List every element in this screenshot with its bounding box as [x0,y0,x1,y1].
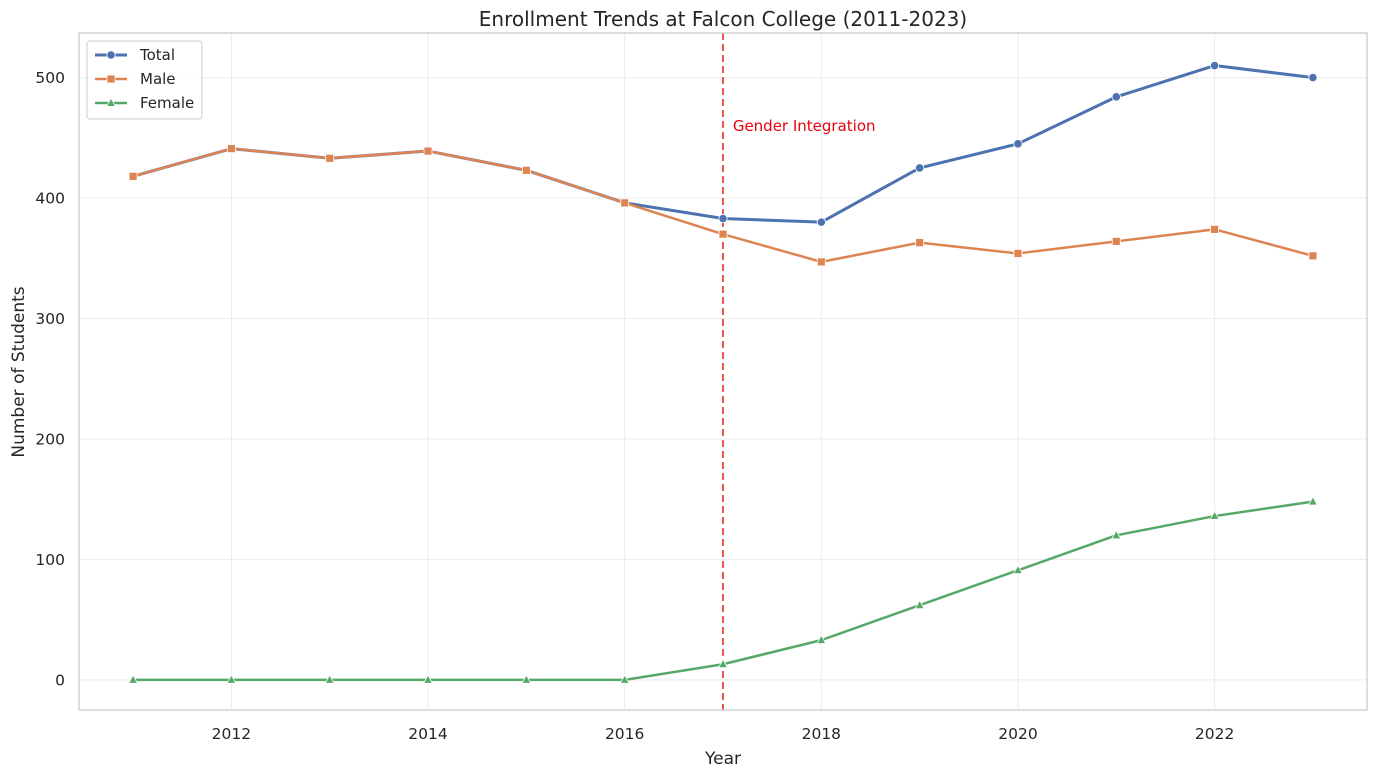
data-point-male [620,198,630,208]
data-point-female [1307,495,1318,506]
data-point-female [128,674,139,684]
data-point-male [1308,251,1318,261]
data-point-total [1308,72,1318,83]
legend-label-male: Male [140,70,176,88]
data-point-female [914,599,925,609]
legend-marker-female [105,97,117,107]
y-tick-label: 200 [35,430,65,448]
x-tick-label: 2020 [998,725,1037,743]
legend-marker-total [106,50,116,60]
legend-label-female: Female [140,94,194,112]
x-axis-label: Year [704,749,741,769]
data-point-total [1111,92,1121,102]
data-point-male [816,257,826,267]
x-tick-label: 2016 [605,725,644,743]
data-point-total [718,213,728,224]
data-point-female [619,674,630,684]
data-point-male [1013,249,1023,258]
data-point-male [521,165,531,175]
data-point-total [915,163,925,173]
y-tick-label: 300 [35,310,65,328]
series-female [128,495,1318,684]
data-point-female [1012,564,1024,575]
tick-labels: 2012 2014 2016 2018 2020 2022 0 100 200 300 400 500 [35,69,1234,743]
data-point-male [1210,224,1220,234]
y-tick-label: 0 [55,671,65,689]
x-tick-label: 2018 [802,725,841,743]
y-axis-label: Number of Students [9,286,29,457]
data-point-male [128,171,138,181]
plot-frame [78,32,1368,711]
data-point-male [915,238,925,248]
series-male [128,144,1318,267]
data-point-male [226,144,236,154]
data-point-female [717,658,729,669]
legend: Total Male Female [86,40,203,120]
data-point-female [1209,510,1220,520]
data-point-total [1013,139,1023,149]
legend-label-total: Total [139,46,175,64]
chart-title: Enrollment Trends at Falcon College (201… [479,7,967,31]
data-point-female [521,674,532,684]
x-tick-label: 2012 [212,725,251,743]
y-tick-label: 500 [35,69,65,87]
y-tick-label: 400 [35,190,65,208]
legend-marker-male [106,74,116,84]
data-point-male [325,153,335,163]
annotation-layer: Gender Integration [722,33,876,710]
data-point-female [422,674,434,684]
data-point-male [718,229,728,239]
x-tick-label: 2014 [408,725,447,743]
data-point-female [324,674,335,684]
legend-box [86,40,203,120]
data-point-female [226,674,237,684]
data-point-male [1111,237,1121,246]
data-point-male [423,146,433,156]
annotation-text: Gender Integration [733,117,876,135]
data-point-female [816,634,827,644]
data-point-total [816,217,826,227]
x-tick-label: 2022 [1195,725,1234,743]
data-point-total [1210,60,1220,71]
series-layer [128,60,1318,684]
y-tick-label: 100 [35,551,65,569]
data-point-female [1111,529,1122,540]
